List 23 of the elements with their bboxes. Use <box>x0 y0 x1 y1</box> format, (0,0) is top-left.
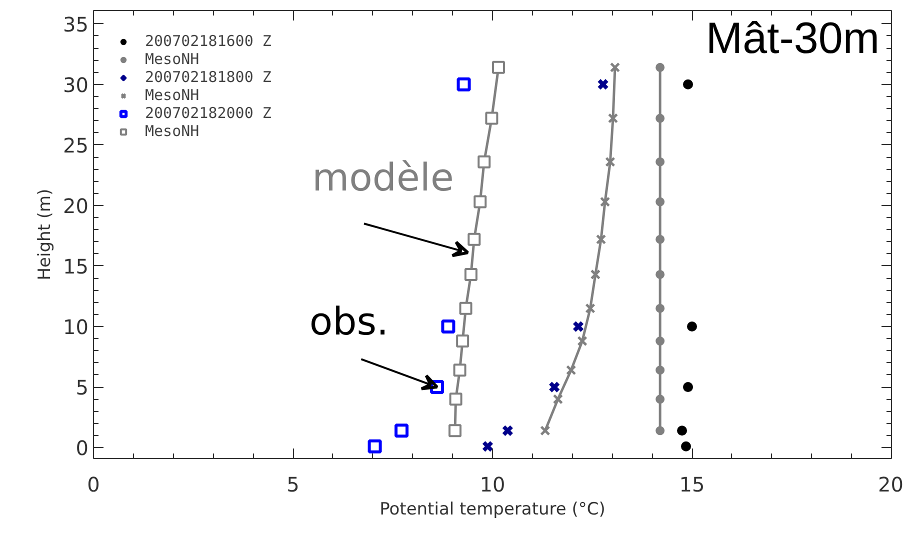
x-axis-title: Potential temperature (°C) <box>380 500 606 520</box>
legend-label: 200702181600 Z <box>145 32 272 50</box>
annotation: modèle <box>312 155 454 200</box>
y-tick-label: 20 <box>63 194 89 218</box>
legend-label: MesoNH <box>145 50 200 68</box>
x-tick-label: 5 <box>286 472 300 496</box>
x-tick-label: 10 <box>480 472 506 496</box>
x-tick-label: 15 <box>679 472 705 496</box>
y-tick-label: 15 <box>63 254 89 278</box>
y-tick-label: 30 <box>63 72 89 97</box>
y-tick-label: 5 <box>76 376 89 400</box>
y-tick-label: 10 <box>63 315 89 340</box>
x-tick-label: 20 <box>878 472 903 496</box>
legend-label: 200702181800 Z <box>145 68 272 86</box>
y-tick-label: 35 <box>63 12 89 36</box>
legend-label: MesoNH <box>145 122 200 140</box>
y-tick-label: 0 <box>76 436 89 460</box>
annotation: Mât-30m <box>706 14 880 64</box>
legend-label: MesoNH <box>145 86 200 104</box>
legend-label: 200702182000 Z <box>145 104 272 122</box>
y-tick-label: 25 <box>63 133 89 158</box>
y-axis-title: Height (m) <box>35 188 56 280</box>
annotation: obs. <box>309 299 389 344</box>
